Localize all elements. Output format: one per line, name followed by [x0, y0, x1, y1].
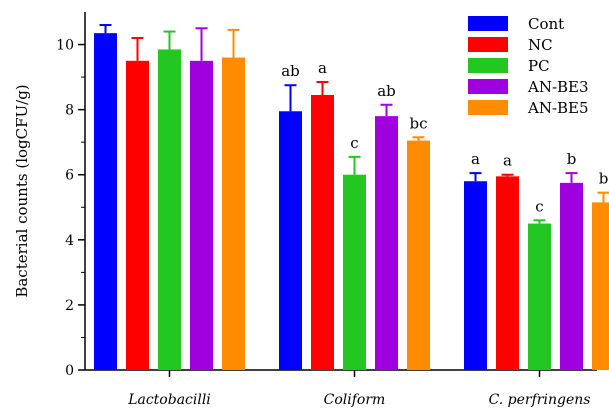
x-category-label: Lactobacilli	[127, 392, 211, 408]
significance-label: a	[503, 152, 512, 170]
legend-label: AN-BE5	[527, 99, 589, 117]
bar-an-be3-0	[190, 60, 213, 371]
legend-swatch-an-be3	[468, 79, 508, 94]
bar-an-be3-2	[560, 182, 583, 370]
bar-an-be5-0	[222, 57, 245, 371]
significance-label: b	[599, 170, 609, 188]
bar-nc-2	[496, 176, 519, 370]
y-tick-label: 8	[65, 103, 74, 119]
legend: Cont NC PC AN-BE3 AN-BE5	[468, 15, 589, 117]
y-tick-label: 6	[65, 168, 74, 184]
legend-label: NC	[528, 36, 553, 54]
x-category-label: C. perfringens	[489, 392, 591, 408]
legend-label: PC	[528, 57, 550, 75]
bar-nc-1	[311, 94, 334, 370]
significance-label: bc	[409, 114, 427, 132]
significance-label: c	[535, 197, 543, 215]
bar-cont-0	[94, 33, 117, 371]
y-axis-title: Bacterial counts (logCFU/g)	[13, 84, 31, 297]
significance-label: a	[318, 59, 327, 77]
bar-cont-2	[464, 181, 487, 370]
legend-swatch-cont	[468, 16, 508, 31]
legend-swatch-nc	[468, 37, 508, 52]
legend-swatch-an-be5	[468, 100, 508, 115]
bar-pc-0	[158, 49, 181, 370]
y-tick-label: 0	[65, 363, 74, 379]
y-tick-label: 4	[65, 233, 74, 249]
bar-cont-1	[279, 111, 302, 370]
significance-label: b	[567, 150, 577, 168]
significance-label: ab	[377, 82, 396, 100]
legend-label: Cont	[528, 15, 564, 33]
bar-pc-2	[528, 223, 551, 370]
x-category-label: Coliform	[324, 392, 386, 408]
bar-an-be5-2	[592, 202, 609, 370]
bar-pc-1	[343, 174, 366, 370]
significance-label: ab	[281, 62, 300, 80]
y-tick-label: 10	[56, 38, 74, 54]
legend-label: AN-BE3	[527, 78, 589, 96]
bar-an-be3-1	[375, 116, 398, 371]
significance-label: c	[350, 134, 358, 152]
legend-swatch-pc	[468, 58, 508, 73]
y-tick-label: 2	[65, 298, 74, 314]
significance-label: a	[471, 150, 480, 168]
bar-nc-0	[126, 60, 149, 371]
bar-an-be5-1	[407, 140, 430, 370]
